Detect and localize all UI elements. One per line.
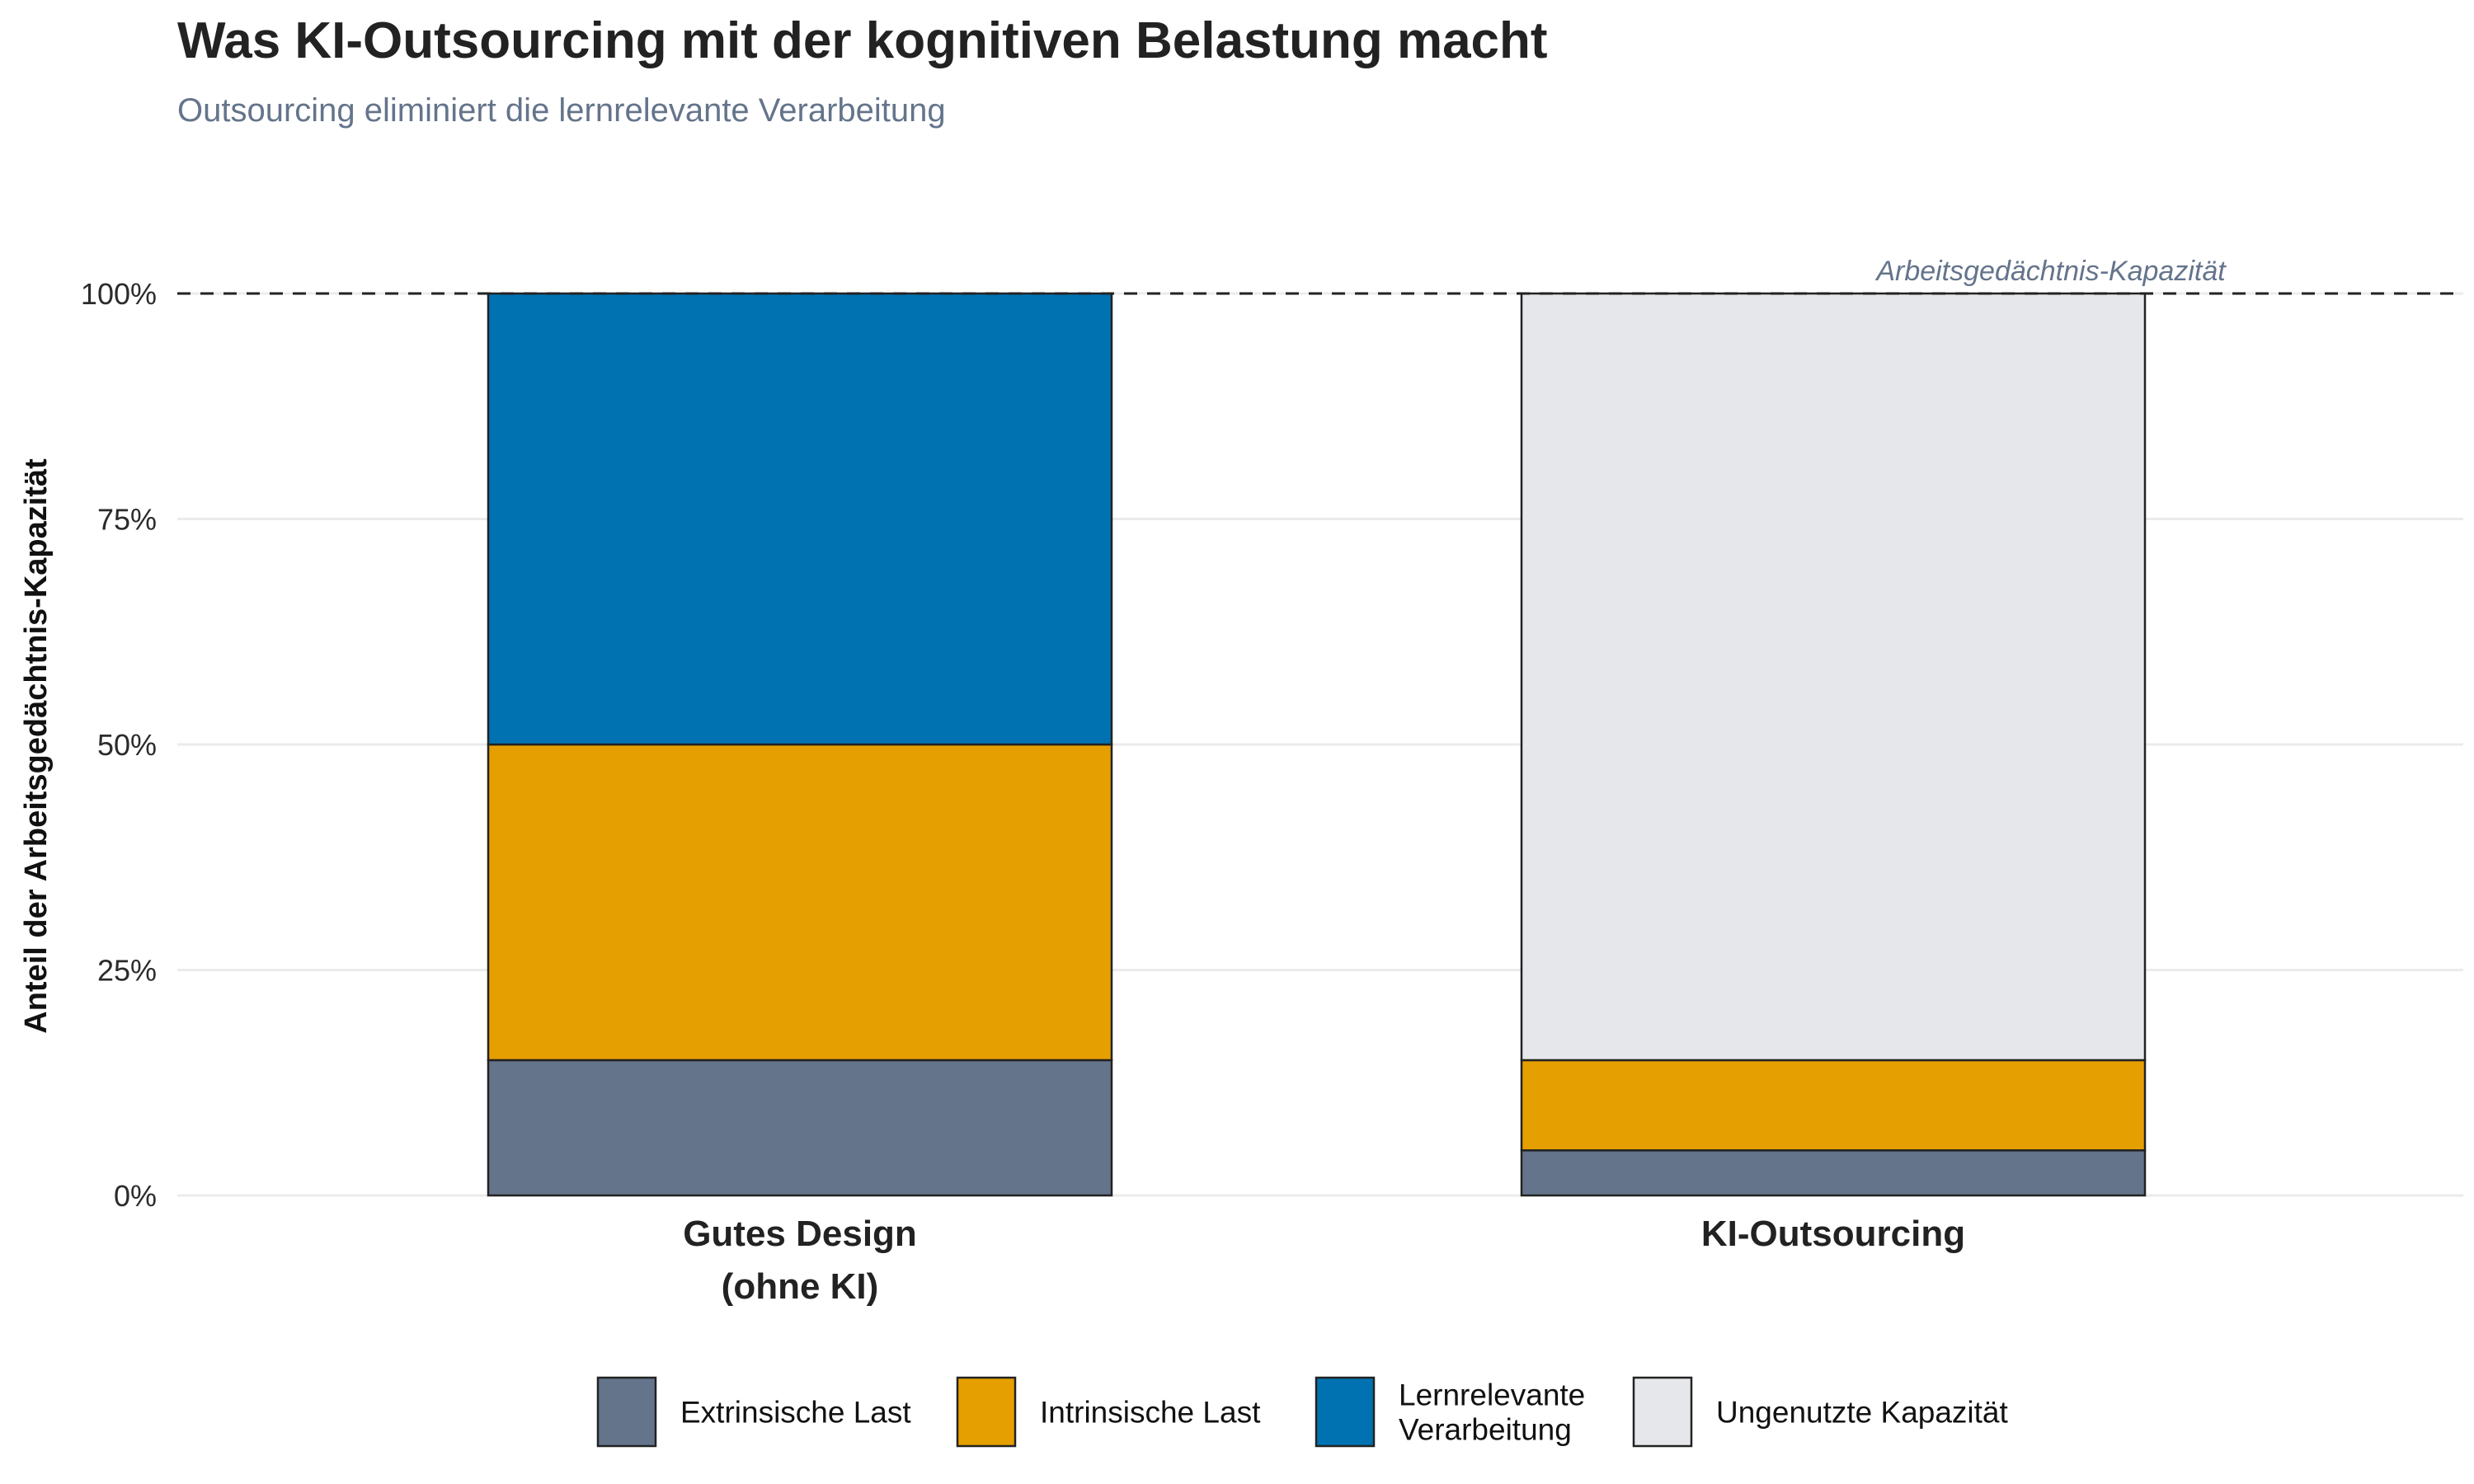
bar-segment	[1520, 292, 2147, 1062]
legend-key	[1632, 1376, 1693, 1448]
capacity-annotation: Arbeitsgedächtnis-Kapazität	[1874, 256, 2227, 287]
bar-stack	[1520, 292, 2147, 1197]
bars	[487, 292, 2147, 1197]
legend-item: Intrinsische Last	[956, 1376, 1261, 1448]
legend-item: Extrinsische Last	[596, 1376, 911, 1448]
legend-label: Ungenutzte Kapazität	[1716, 1396, 2009, 1430]
legend-label: Lernrelevante	[1399, 1378, 1585, 1412]
reference-line-group: Arbeitsgedächtnis-Kapazität	[177, 256, 2463, 295]
legend: Extrinsische Last Intrinsische Last Lernre…	[596, 1376, 2009, 1448]
x-axis-labels: Gutes Design (ohne KI) KI-Outsourcing	[683, 1214, 1965, 1307]
bar-segment	[487, 743, 1113, 1062]
y-tick-label: 25%	[97, 954, 157, 988]
y-tick-label: 0%	[114, 1179, 157, 1213]
bar-stack	[487, 292, 1113, 1197]
legend-key	[596, 1376, 657, 1448]
bar-segment	[487, 1059, 1113, 1197]
legend-key	[1315, 1376, 1376, 1448]
y-tick-label: 50%	[97, 728, 157, 762]
chart-subtitle: Outsourcing eliminiert die lernrelevante…	[177, 92, 946, 129]
x-tick-label: KI-Outsourcing	[1701, 1214, 1965, 1254]
y-axis-ticks: 0% 25% 50% 75% 100%	[81, 277, 157, 1213]
legend-label: Extrinsische Last	[680, 1396, 911, 1430]
bar-segment	[1520, 1149, 2147, 1197]
legend-item: Ungenutzte Kapazität	[1632, 1376, 2009, 1448]
legend-label: Verarbeitung	[1399, 1413, 1572, 1447]
bar-segment	[487, 292, 1113, 746]
y-tick-label: 100%	[81, 277, 157, 311]
x-tick-label: (ohne KI)	[722, 1266, 879, 1307]
legend-label: Intrinsische Last	[1040, 1396, 1261, 1430]
bar-segment	[1520, 1059, 2147, 1152]
chart-title: Was KI-Outsourcing mit der kognitiven Be…	[177, 12, 1548, 69]
x-tick-label: Gutes Design	[683, 1214, 917, 1254]
y-axis-label: Anteil der Arbeitsgedächtnis-Kapazität	[19, 458, 54, 1034]
legend-key	[956, 1376, 1017, 1448]
y-tick-label: 75%	[97, 503, 157, 537]
